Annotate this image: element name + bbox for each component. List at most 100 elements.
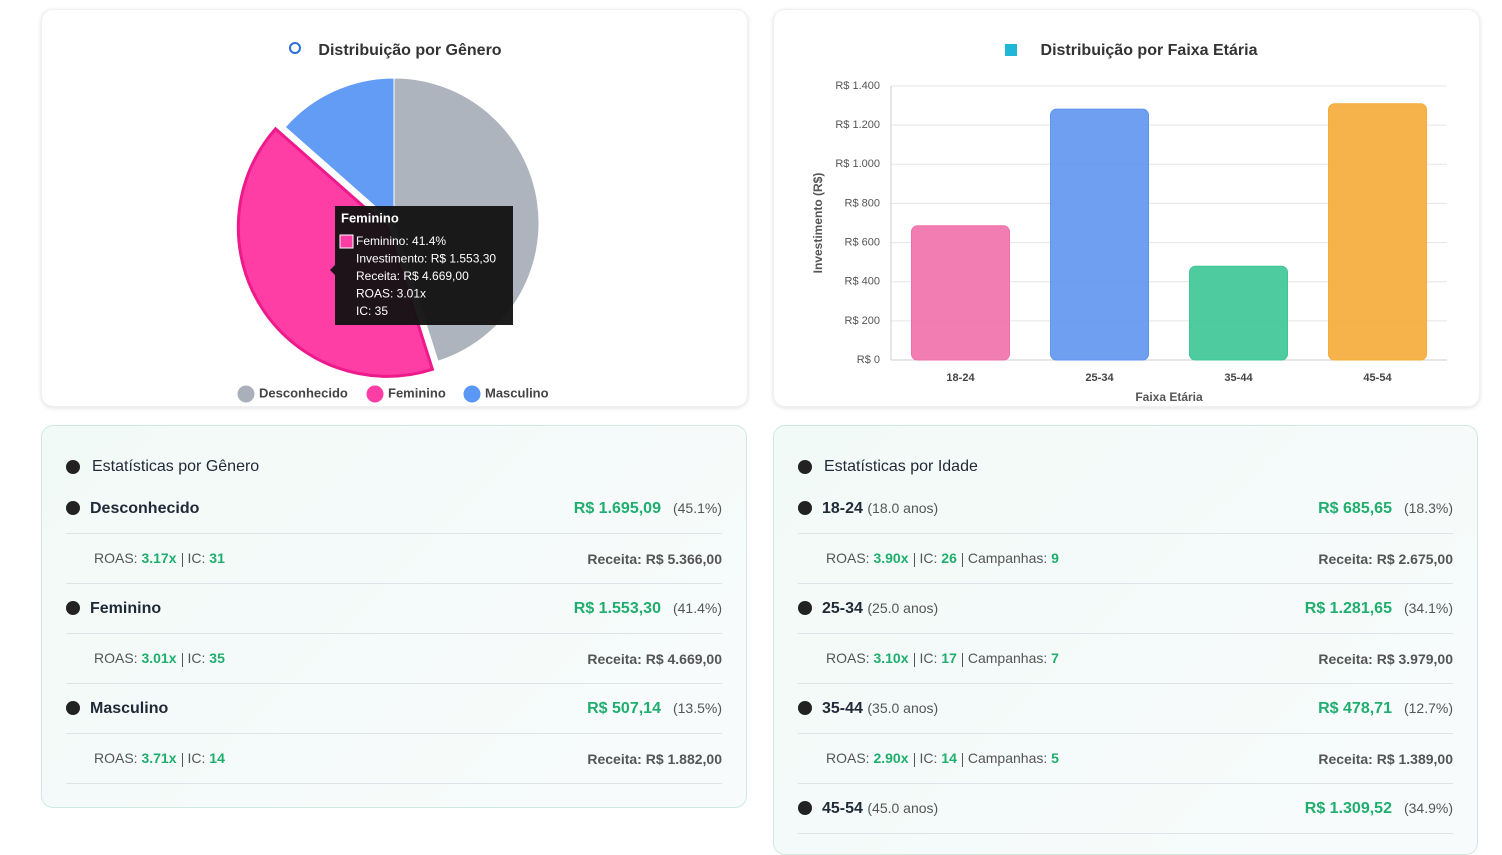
ic-label: IC:	[919, 650, 938, 667]
years: (25.0 anos)	[867, 599, 939, 616]
roas-value: 3.90x	[873, 550, 909, 567]
amount: R$ 685,65	[1318, 499, 1392, 517]
roas-label: ROAS:	[826, 550, 870, 567]
campanhas-value: 5	[1051, 750, 1059, 767]
bar	[1050, 108, 1149, 361]
age-stats: Estatísticas por Idade 18-24 (18.0 anos) R…	[773, 425, 1478, 855]
y-tick-label: R$ 200	[845, 315, 880, 327]
name: Masculino	[90, 699, 169, 717]
amount: R$ 478,71	[1318, 699, 1392, 717]
icon	[798, 701, 812, 716]
legend-swatch	[365, 384, 385, 404]
stat-amount: R$ 685,65 (18.3%)	[1318, 500, 1453, 518]
section-title: Estatísticas por Gênero	[66, 450, 722, 484]
tooltip-line: Investimento: R$ 1.553,30	[356, 252, 496, 266]
legend-label: Feminino	[388, 385, 446, 400]
x-tick-label: 45-54	[1363, 372, 1392, 384]
ic-value: 26	[941, 550, 957, 567]
receita: Receita: R$ 1.389,00	[1318, 750, 1453, 767]
bar	[1328, 103, 1427, 361]
separator	[913, 552, 915, 567]
tooltip-box	[330, 206, 513, 325]
icon	[798, 501, 812, 516]
section-title-text: Estatísticas por Idade	[824, 458, 978, 475]
stat-amount: R$ 478,71 (12.7%)	[1318, 700, 1453, 718]
icon	[289, 42, 301, 54]
x-tick-label: 35-44	[1224, 372, 1253, 384]
roas-label: ROAS:	[826, 650, 870, 667]
name: 25-34	[822, 599, 863, 617]
receita: Receita: R$ 3.979,00	[1318, 650, 1453, 667]
stat-amount: R$ 1.281,65 (34.1%)	[1305, 600, 1453, 618]
ic-label: IC:	[187, 550, 206, 567]
stat-amount: R$ 1.695,09 (45.1%)	[574, 500, 722, 518]
y-tick-label: R$ 400	[845, 276, 880, 288]
roas-value: 3.17x	[141, 550, 177, 567]
metrics: ROAS: 3.90x IC: 26 Campanhas: 9	[826, 550, 1059, 567]
roas-value: 3.10x	[873, 650, 909, 667]
stat-row: 18-24 (18.0 anos) R$ 685,65 (18.3%)	[798, 484, 1453, 534]
icon	[66, 601, 80, 616]
legend-swatch	[462, 384, 482, 404]
separator	[181, 652, 183, 667]
roas-label: ROAS:	[94, 750, 138, 767]
metrics: ROAS: 3.71x IC: 14	[94, 750, 225, 767]
page: Distribuição por Gênero Desconhecido Femi…	[41, 9, 1480, 855]
ic-label: IC:	[919, 550, 938, 567]
metrics: ROAS: 2.90x IC: 14 Campanhas: 5	[826, 750, 1059, 767]
bar	[911, 225, 1010, 361]
roas-label: ROAS:	[94, 550, 138, 567]
age-card: Distribuição por Faixa Etária R$ 0 R$ 200…	[773, 9, 1480, 407]
pie-slice	[284, 77, 395, 225]
receita: Receita: R$ 4.669,00	[587, 650, 722, 667]
receita: Receita: R$ 1.882,00	[587, 750, 722, 767]
y-tick-label: R$ 1.400	[835, 80, 880, 92]
stat-name: Masculino	[66, 700, 168, 718]
stat-row: Feminino R$ 1.553,30 (41.4%)	[66, 584, 722, 634]
stat-amount: R$ 1.553,30 (41.4%)	[574, 600, 722, 618]
years: (18.0 anos)	[867, 499, 939, 516]
stat-name: 18-24 (18.0 anos)	[798, 500, 938, 518]
x-tick-label: 25-34	[1085, 372, 1114, 384]
chart-title: Distribuição por Gênero	[318, 42, 501, 59]
name: Feminino	[90, 599, 162, 617]
amount: R$ 1.695,09	[573, 499, 661, 517]
roas-label: ROAS:	[94, 650, 138, 667]
receita: Receita: R$ 2.675,00	[1318, 550, 1453, 567]
separator	[181, 752, 183, 767]
icon	[798, 460, 812, 474]
metrics: ROAS: 3.10x IC: 17 Campanhas: 7	[826, 650, 1059, 667]
stat-amount: R$ 507,14 (13.5%)	[587, 700, 722, 718]
y-axis-label: Investimento (R$)	[811, 173, 825, 274]
tooltip-line: IC: 35	[356, 304, 388, 318]
name: 45-54	[822, 799, 863, 817]
roas-label: ROAS:	[826, 750, 870, 767]
stat-name: 45-54 (45.0 anos)	[798, 800, 938, 818]
legend-label: Desconhecido	[259, 385, 348, 400]
ic-label: IC:	[919, 750, 938, 767]
campanhas-label: Campanhas:	[967, 650, 1048, 667]
y-tick-label: R$ 1.000	[835, 158, 880, 170]
name: 18-24	[822, 499, 863, 517]
roas-value: 2.90x	[873, 750, 909, 767]
name: Desconhecido	[90, 499, 200, 517]
campanhas-label: Campanhas:	[967, 550, 1048, 567]
receita: Receita: R$ 5.366,00	[587, 550, 722, 567]
name: 35-44	[822, 699, 863, 717]
pct: (34.9%)	[1403, 799, 1453, 816]
separator	[913, 652, 915, 667]
tooltip-line: Feminino: 41.4%	[356, 234, 446, 248]
tooltip-swatch	[339, 234, 354, 249]
gender-card: Distribuição por Gênero Desconhecido Femi…	[41, 9, 748, 407]
roas-value: 3.71x	[141, 750, 177, 767]
stat-row: Masculino R$ 507,14 (13.5%)	[66, 684, 722, 734]
legend-swatch	[236, 384, 256, 404]
ic-value: 35	[209, 650, 225, 667]
y-tick-label: R$ 0	[857, 354, 880, 366]
stat-amount: R$ 1.309,52 (34.9%)	[1305, 800, 1453, 818]
roas-value: 3.01x	[141, 650, 177, 667]
ic-value: 17	[941, 650, 957, 667]
ic-value: 14	[209, 750, 225, 767]
years: (45.0 anos)	[867, 799, 939, 816]
detail-row: ROAS: 3.90x IC: 26 Campanhas: 9 Receita: R$…	[798, 534, 1453, 584]
